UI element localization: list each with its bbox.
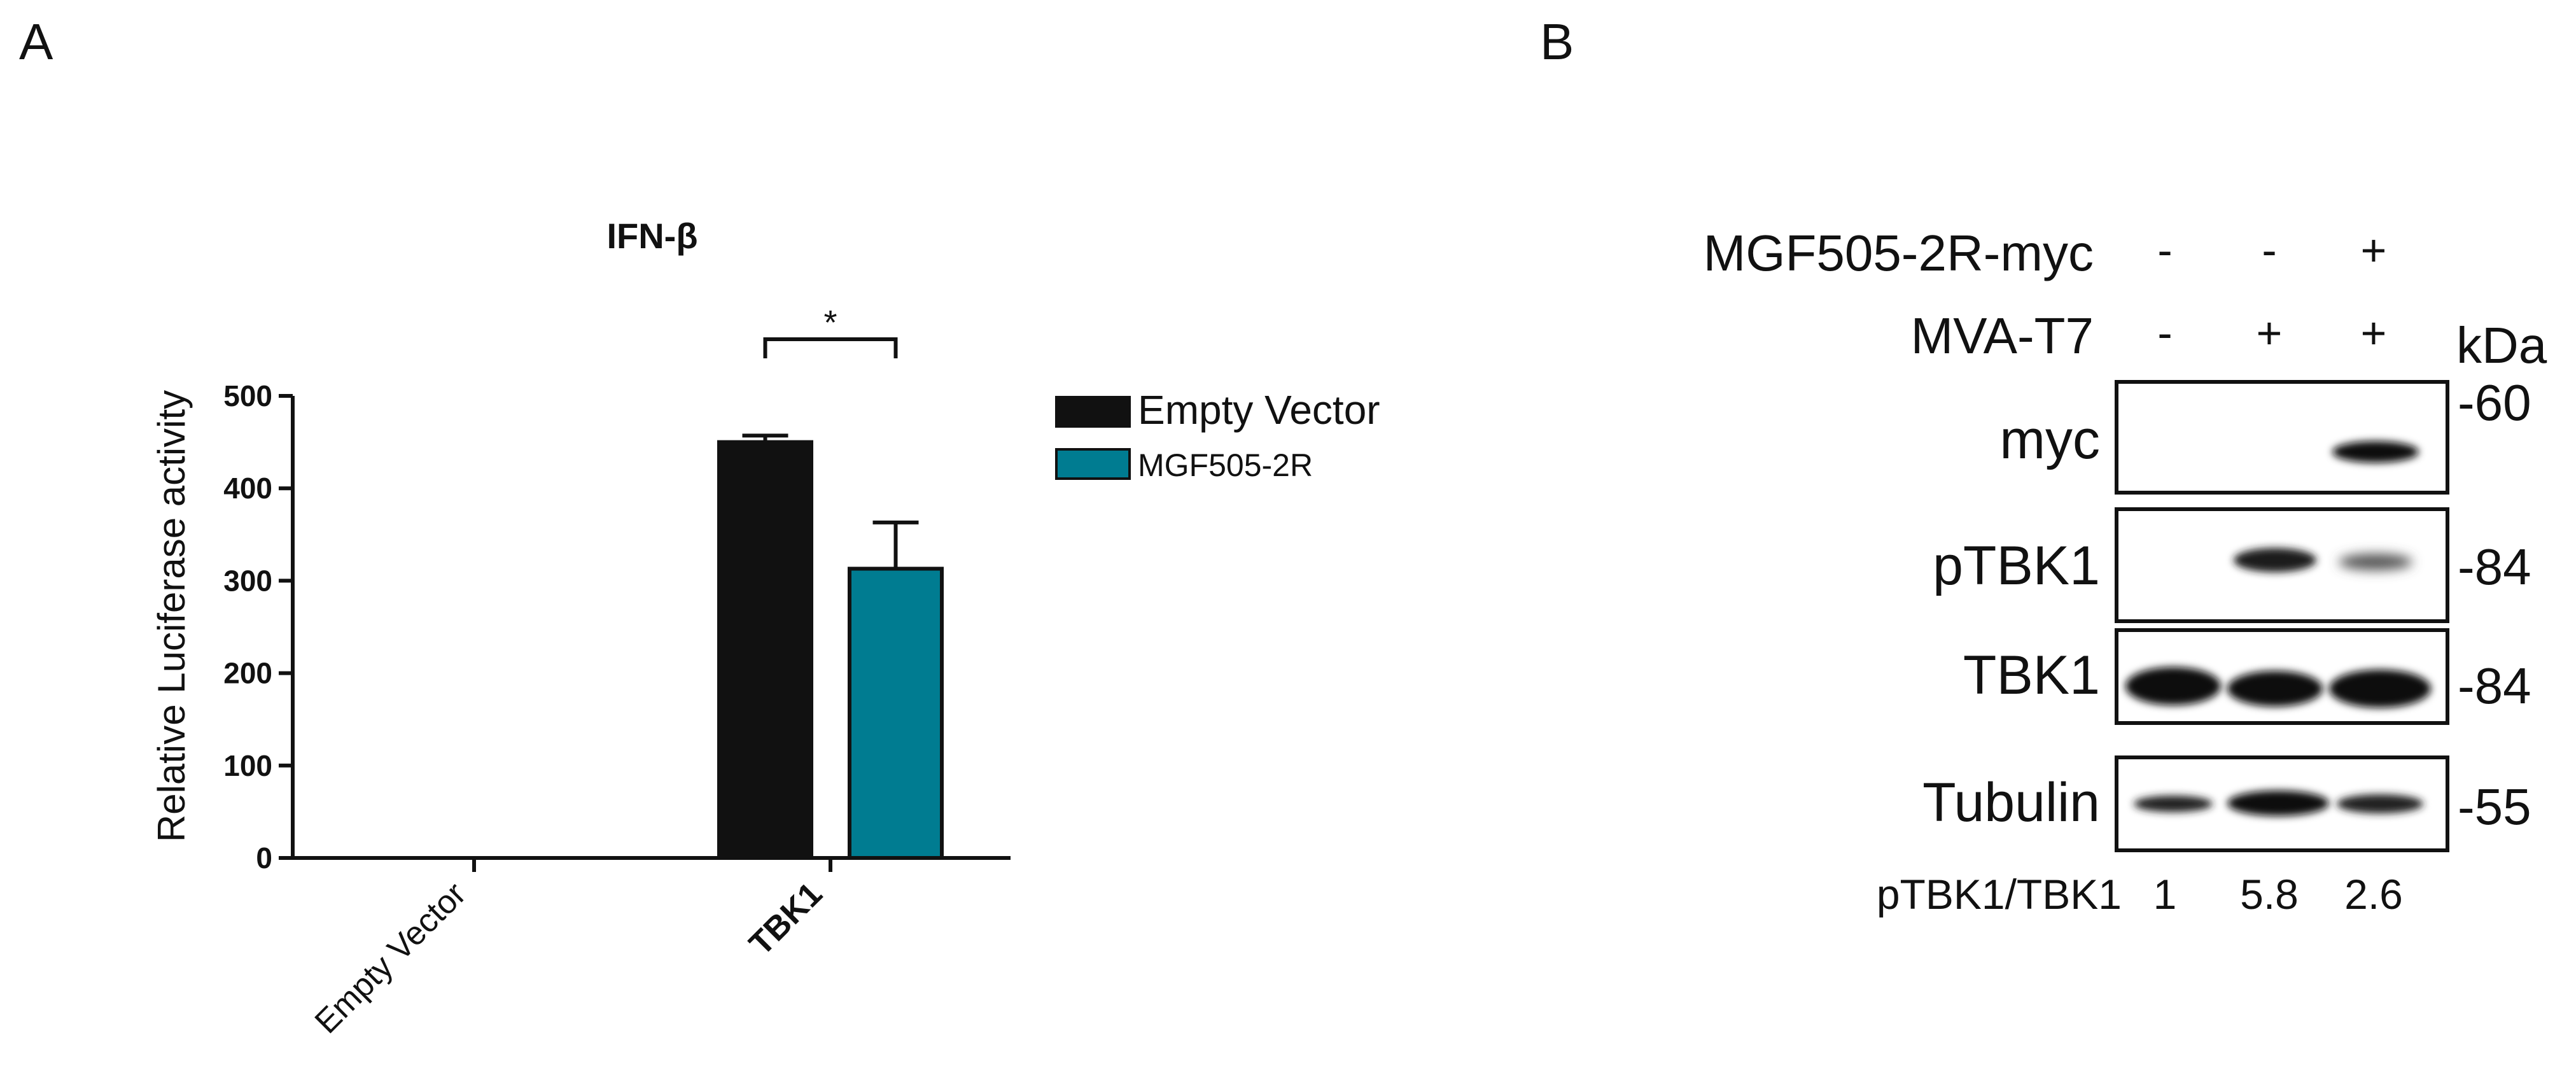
bar xyxy=(717,440,813,860)
y-tick-label: 300 xyxy=(223,564,272,597)
band-tbk1-lane3 xyxy=(2329,670,2431,708)
significance-line xyxy=(763,337,898,358)
band-tbk1-lane1 xyxy=(2125,667,2221,705)
x-tick-label: TBK1 xyxy=(742,875,829,962)
panel-b-label: B xyxy=(1540,13,1574,70)
legend-label: MGF505-2R xyxy=(1138,447,1313,483)
bars xyxy=(717,440,944,860)
condition-header: MGF505-2R-myc - - + MVA-T7 - + + xyxy=(1704,225,2387,364)
condition-sign: + xyxy=(2361,308,2387,358)
condition-label: MGF505-2R-myc xyxy=(1704,225,2094,281)
ratio-label: pTBK1/TBK1 xyxy=(1877,871,2122,918)
ratio-row: pTBK1/TBK1 1 5.8 2.6 xyxy=(1877,871,2403,918)
blot-row-labels: myc -60 pTBK1 -84 TBK1 -84 Tubulin -55 xyxy=(1922,374,2531,835)
mw-marker: -84 xyxy=(2458,657,2531,714)
chart-title: IFN-β xyxy=(606,216,697,256)
y-tick-label: 400 xyxy=(223,472,272,505)
legend-swatch xyxy=(1055,396,1131,428)
bar-chart: IFN-β Relative Luciferase activity 0 100 2… xyxy=(150,216,1380,1041)
western-blot: MGF505-2R-myc - - + MVA-T7 - + + kDa myc -60 pTBK… xyxy=(1704,225,2547,918)
band-ptbk1-lane2 xyxy=(2234,548,2316,572)
y-tick-label: 500 xyxy=(223,379,272,412)
legend-swatch xyxy=(1055,448,1131,480)
ratio-value: 5.8 xyxy=(2240,871,2299,918)
panel-a-label: A xyxy=(19,13,53,70)
significance-star: * xyxy=(823,304,837,342)
band-tubulin-lane2 xyxy=(2227,790,2329,816)
legend-label: Empty Vector xyxy=(1138,387,1380,433)
blot-row-label: pTBK1 xyxy=(1933,535,2100,596)
x-tick-label: Empty Vector xyxy=(308,875,473,1041)
blot-row-label: myc xyxy=(1999,409,2100,470)
band-tubulin-lane3 xyxy=(2337,794,2423,813)
blot-box-myc xyxy=(2115,380,2449,495)
bar xyxy=(848,566,944,860)
x-axis-ticks: Empty Vector TBK1 xyxy=(308,858,832,1041)
condition-sign: - xyxy=(2262,225,2276,275)
blot-row-label: TBK1 xyxy=(1963,645,2100,706)
band-myc-lane3 xyxy=(2332,441,2419,463)
mw-marker: -55 xyxy=(2458,778,2531,835)
band-ptbk1-lane3 xyxy=(2339,554,2412,570)
mw-marker: -60 xyxy=(2458,374,2531,431)
condition-label: MVA-T7 xyxy=(1911,307,2094,364)
condition-sign: - xyxy=(2157,225,2172,275)
y-tick-label: 200 xyxy=(223,657,272,690)
kda-label: kDa xyxy=(2456,317,2547,374)
y-axis-label: Relative Luciferase activity xyxy=(150,390,193,842)
significance-bracket: * xyxy=(763,304,898,358)
legend: Empty Vector MGF505-2R xyxy=(1055,387,1380,483)
y-tick-label: 100 xyxy=(223,749,272,782)
ratio-value: 1 xyxy=(2153,871,2177,918)
y-tick-label: 0 xyxy=(256,841,272,875)
condition-sign: - xyxy=(2157,308,2172,358)
y-axis-ticks: 0 100 200 300 400 500 xyxy=(223,379,293,875)
condition-sign: + xyxy=(2257,308,2283,358)
band-tbk1-lane2 xyxy=(2227,671,2323,706)
blot-row-label: Tubulin xyxy=(1922,772,2100,833)
error-bars xyxy=(742,433,919,569)
ratio-value: 2.6 xyxy=(2344,871,2403,918)
band-tubulin-lane1 xyxy=(2134,796,2213,812)
condition-sign: + xyxy=(2361,225,2387,275)
mw-marker: -84 xyxy=(2458,538,2531,595)
